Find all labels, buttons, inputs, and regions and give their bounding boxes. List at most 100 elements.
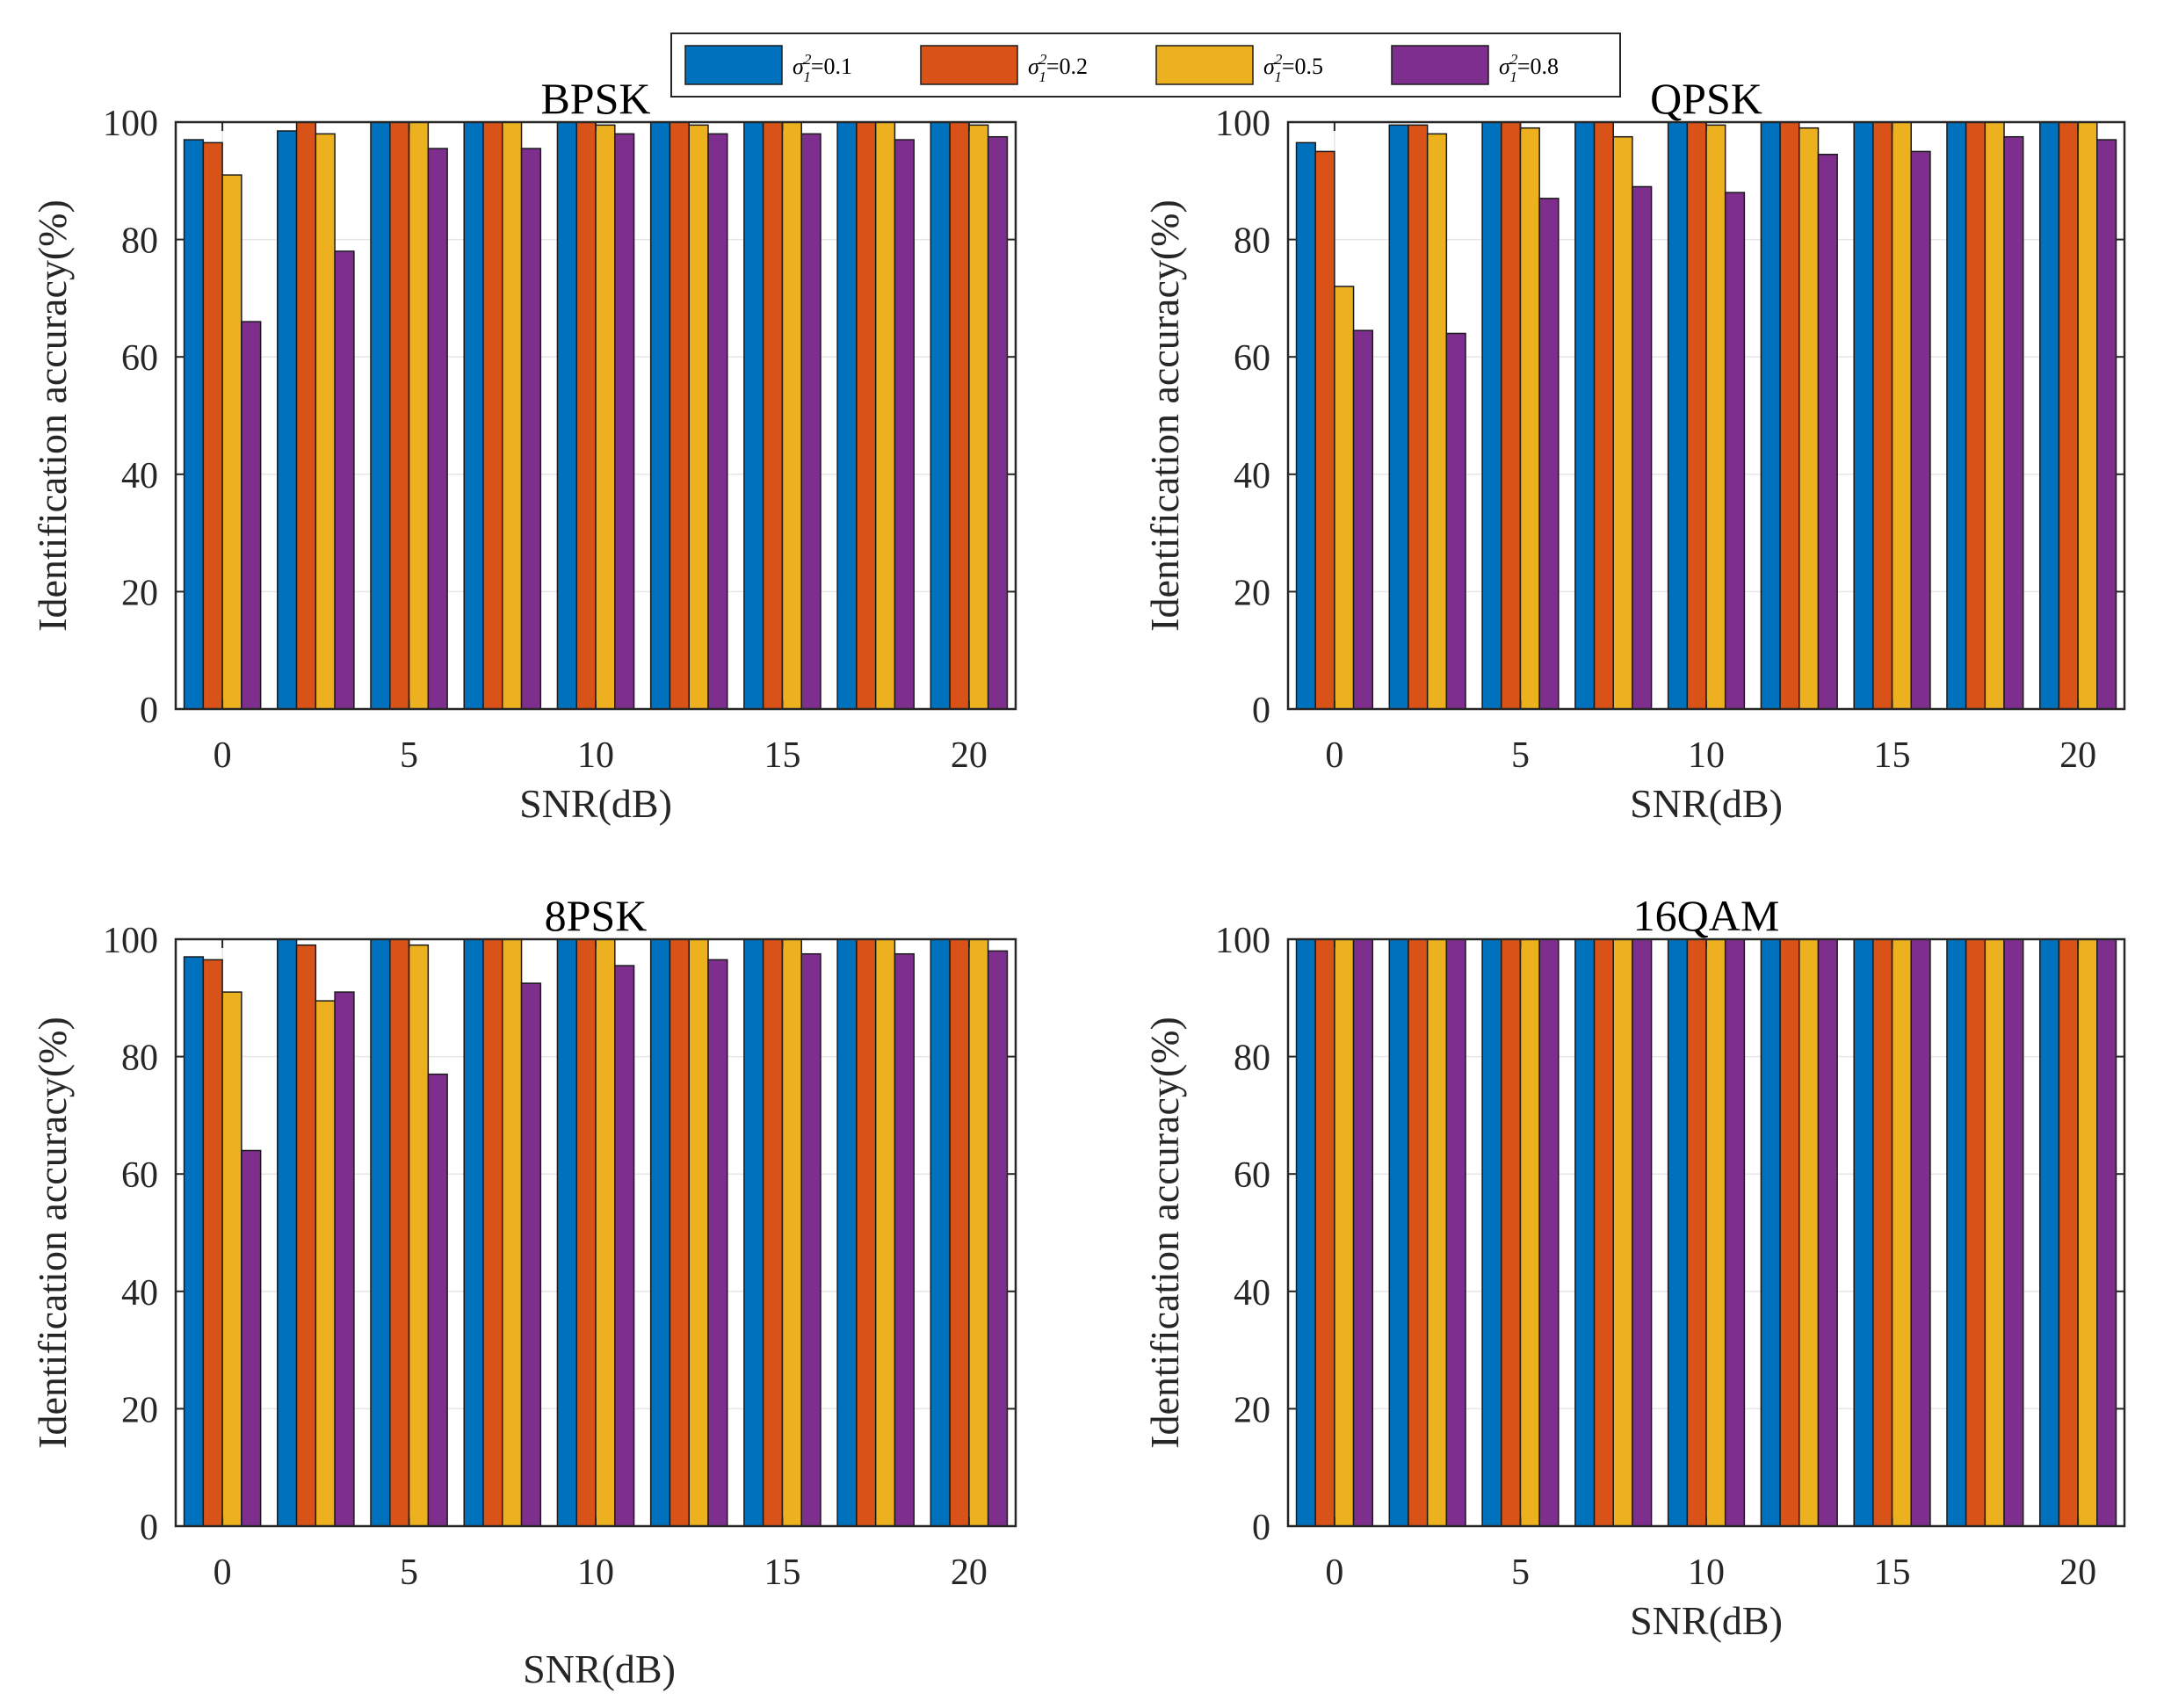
bar [370,938,391,1527]
bar [2058,938,2079,1527]
bar [1295,141,1316,710]
y-tick-label: 0 [1252,691,1270,731]
bar [1334,938,1355,1527]
bar [856,938,877,1527]
x-tick-label: 20 [951,1552,988,1593]
x-tick-label: 5 [1511,1552,1530,1593]
x-tick-label: 10 [577,735,614,776]
y-tick-label: 0 [140,691,158,731]
y-tick-label: 80 [1234,1039,1270,1079]
y-tick-label: 0 [140,1508,158,1548]
bar [463,938,484,1527]
bar [334,250,355,710]
y-tick-label: 40 [1234,456,1270,496]
bar [427,148,448,710]
bar [277,938,298,1527]
bar [1501,121,1522,710]
y-tick-label: 40 [121,1273,158,1314]
bar [968,124,989,710]
y-tick-label: 20 [121,1390,158,1430]
x-tick-label: 0 [214,735,232,776]
bar [315,1000,336,1527]
bar [221,174,242,710]
bar [1799,127,1820,710]
bar [241,321,262,710]
bar [1705,124,1726,710]
bar [183,956,205,1527]
bar [1481,938,1502,1527]
bar [1574,938,1596,1527]
x-tick-label: 5 [1511,735,1530,776]
bar [1946,938,1967,1527]
x-tick-label: 5 [400,735,418,776]
y-tick-label: 100 [103,921,158,961]
chart-bpsk: 0 20 40 60 80 100 0 5 10 15 20 BPSK SNR(dB) Identific… [30,74,1017,826]
chart-8psk: 0 20 40 60 80 100 0 5 10 15 20 8PSK SNR(dB) Identific… [30,891,1017,1691]
bar [2096,938,2117,1527]
x-axis-label: SNR(dB) [1630,781,1783,826]
bar [1779,938,1800,1527]
bar [762,121,784,710]
bar [856,121,877,710]
bar [2038,121,2060,710]
bar [2058,121,2079,710]
bar [1445,332,1466,710]
bar [502,938,523,1527]
bar [295,121,317,710]
bar [1612,135,1633,710]
bar [781,938,802,1527]
x-tick-label: 0 [214,1552,232,1593]
x-tick-label: 10 [1688,1552,1725,1593]
bar [202,141,223,710]
x-tick-label: 15 [764,735,800,776]
bar [277,130,298,710]
bar [1426,133,1448,710]
bar [669,938,690,1527]
bar [894,139,915,710]
x-axis-label: SNR(dB) [519,781,672,826]
bar [2003,938,2024,1527]
x-axis-label: SNR(dB) [1630,1598,1783,1643]
legend-swatch [684,45,783,85]
bar [1705,938,1726,1527]
legend-entry-label: σ2 1=0.1 [793,51,852,85]
x-tick-label: 15 [764,1552,800,1593]
bar [949,121,970,710]
bar [1388,124,1409,710]
bar [1538,198,1560,710]
bar [1853,121,1874,710]
x-tick-label: 15 [1874,1552,1911,1593]
bar [1817,938,1838,1527]
bar [1891,121,1912,710]
bar [874,121,896,710]
bar [1408,124,1429,710]
bar [1408,938,1429,1527]
bar [2038,938,2060,1527]
bar [1481,121,1502,710]
bar [894,952,915,1527]
bar [556,938,577,1527]
bar [1538,938,1560,1527]
y-axis-label: Identification accuracy(%) [30,1017,75,1449]
y-tick-label: 60 [1234,338,1270,379]
bar [389,938,410,1527]
bar [2096,139,2117,710]
bar [2077,938,2098,1527]
bar [520,148,542,710]
legend-entry-label: σ2 1=0.8 [1499,51,1559,85]
bar [688,124,709,710]
y-tick-label: 40 [1234,1273,1270,1314]
bar [836,121,858,710]
bar [482,938,503,1527]
bar [1388,938,1409,1527]
x-tick-label: 15 [1874,735,1911,776]
bar [202,959,223,1527]
bar [1314,150,1335,710]
bar [221,991,242,1527]
y-axis-label: Identification accuracy(%) [30,199,75,632]
bar [1632,185,1653,710]
bar [334,991,355,1527]
bar [688,938,709,1527]
